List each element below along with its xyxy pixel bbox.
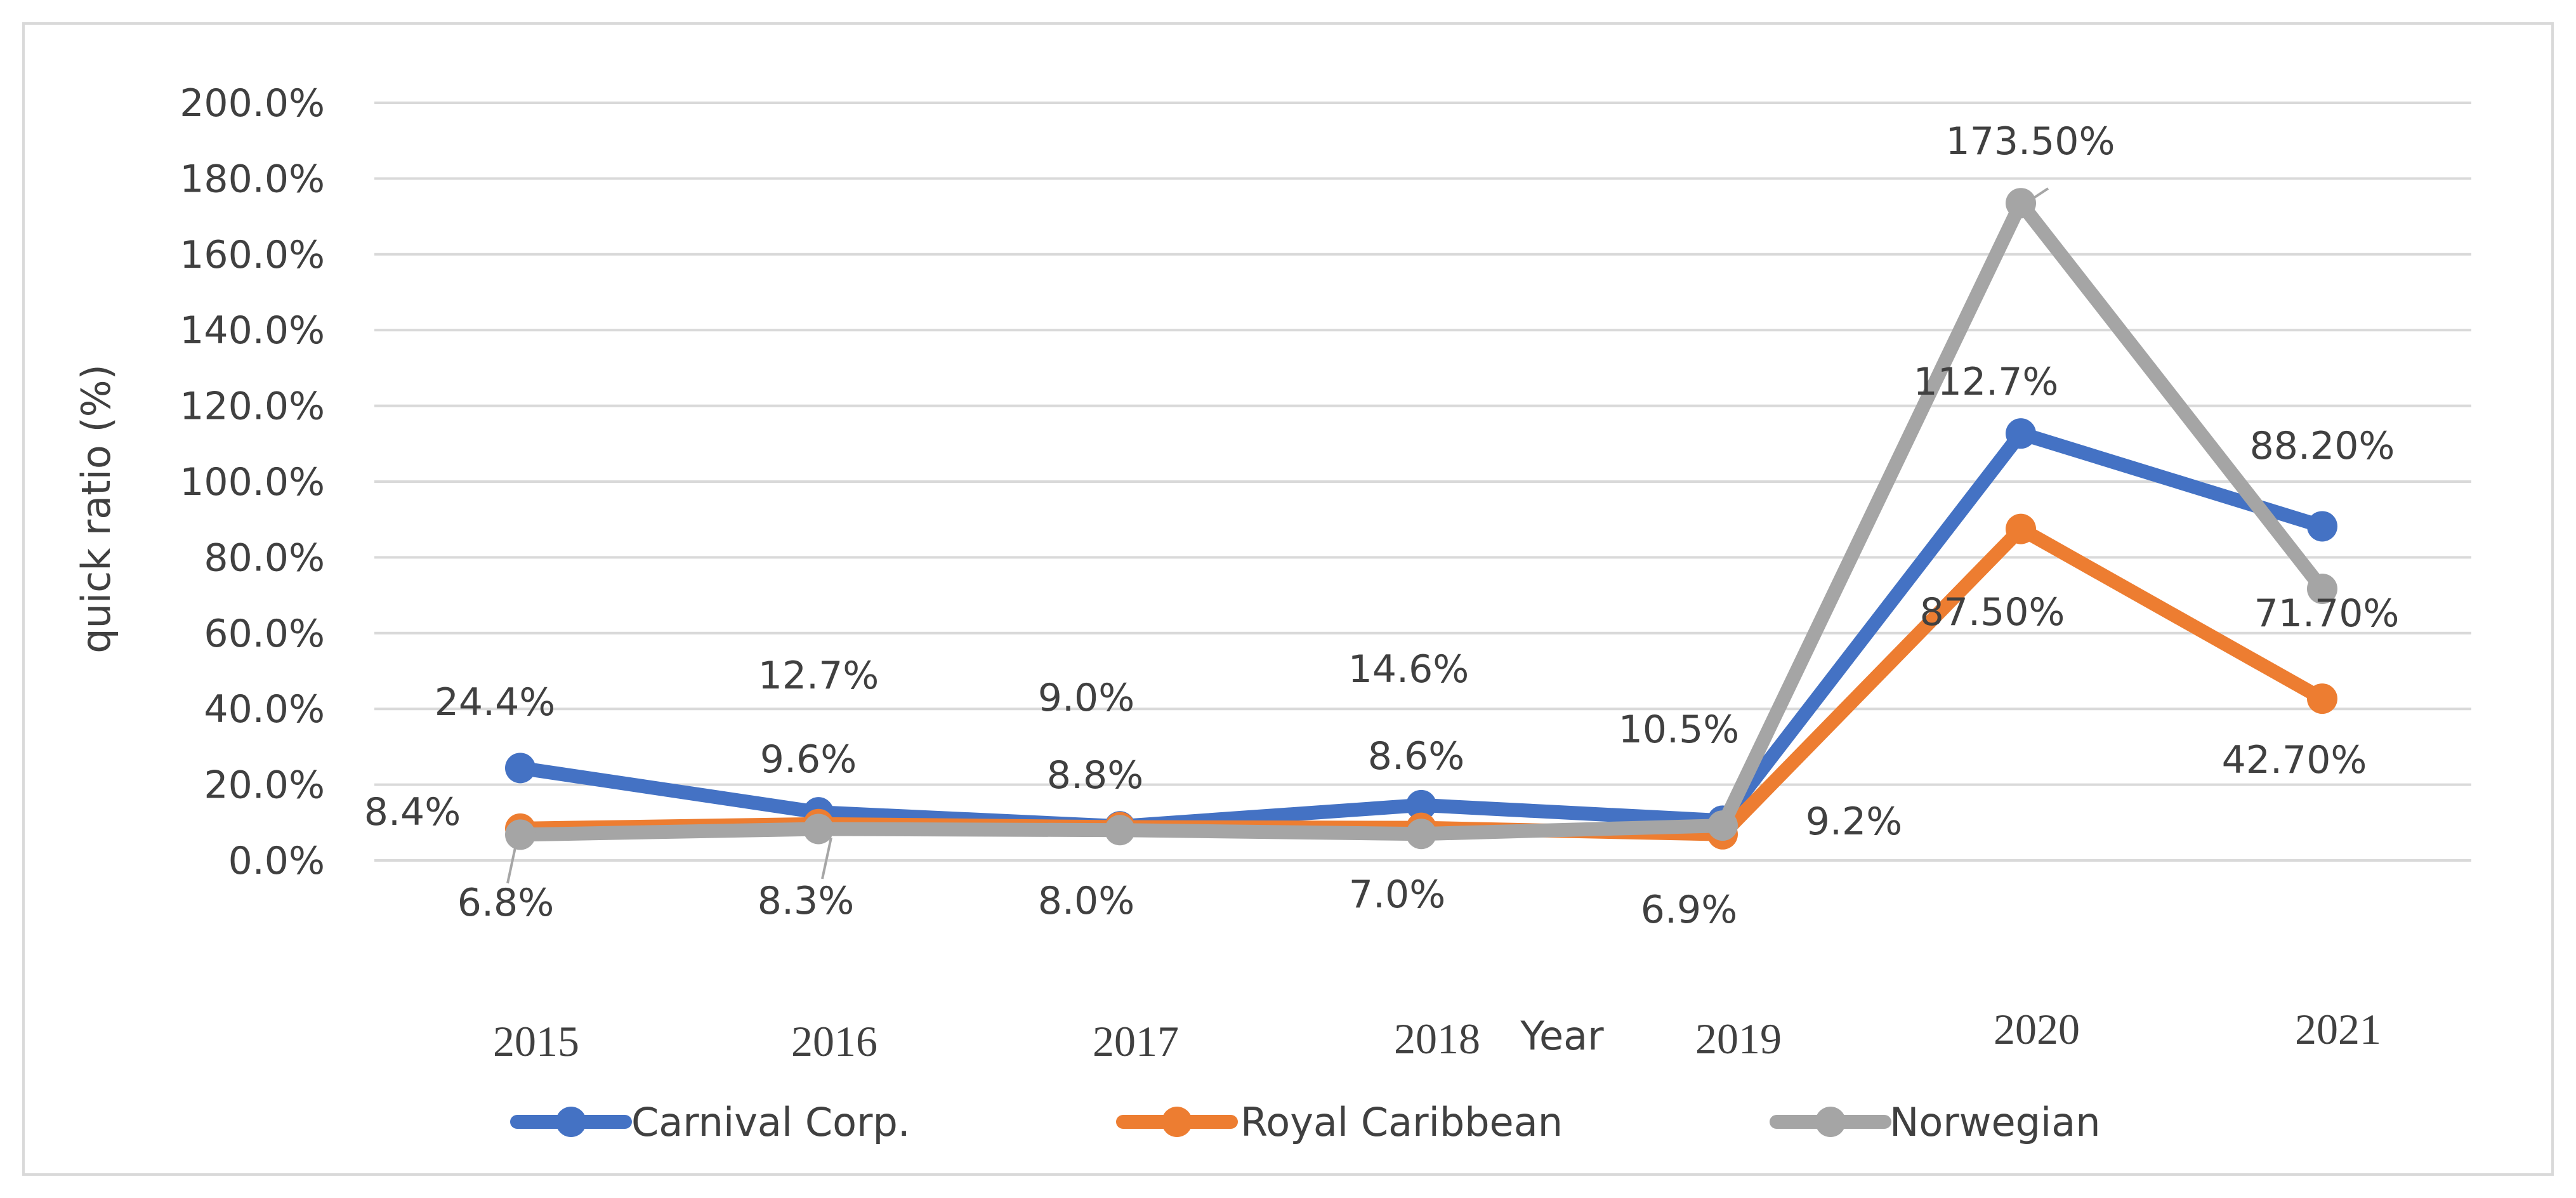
y-tick-label: 140.0% [180,308,325,353]
legend-swatch-marker [556,1107,586,1137]
data-label: 112.7% [1914,360,2059,404]
data-label: 8.4% [364,790,461,834]
data-labels: 24.4% 12.7% 9.0% 14.6% 10.5% 112.7% 88.20% 8.4%… [364,119,2400,932]
x-tick-label: 2017 [1093,1017,1179,1065]
chart-border [22,22,2554,1176]
data-label: 8.6% [1368,734,1464,779]
x-tick-label: 2016 [791,1017,877,1065]
data-label: 9.6% [760,737,857,782]
y-tick-label: 60.0% [204,612,325,656]
data-point [2006,513,2036,544]
data-label: 6.9% [1641,888,1737,932]
data-label: 173.50% [1946,119,2115,164]
gridlines [374,102,2471,862]
data-label: 14.6% [1348,647,1469,692]
data-point [505,753,536,784]
y-tick-label: 200.0% [180,81,325,126]
y-tick-label: 120.0% [180,385,325,429]
y-tick-label: 80.0% [204,536,325,580]
data-point [505,819,536,850]
x-axis-ticks: 2015 2016 2017 2018 2019 2020 2021 [493,1005,2381,1065]
leader-line [821,837,832,879]
x-tick-label: 2021 [2295,1005,2381,1053]
legend-item-norwegian: Norwegian [1770,1099,2101,1145]
data-point [2307,683,2337,714]
data-point [2307,573,2337,604]
y-tick-label: 180.0% [180,157,325,201]
y-tick-label: 20.0% [204,763,325,808]
data-point [2307,511,2337,542]
y-tick-label: 160.0% [180,233,325,277]
data-label: 6.8% [457,881,554,925]
series [505,188,2337,850]
data-label: 24.4% [435,680,556,725]
x-tick-label: 2018 [1394,1015,1480,1063]
data-point [2006,418,2036,449]
legend-item-royal-caribbean: Royal Caribbean [1116,1099,1563,1145]
data-label: 87.50% [1920,590,2065,635]
x-tick-label: 2020 [1994,1005,2080,1053]
legend-label: Norwegian [1889,1099,2101,1145]
data-point [803,813,834,845]
data-point [1105,815,1135,846]
x-axis-label: Year [1520,1013,1604,1059]
y-axis-label: quick ratio (%) [73,364,119,654]
legend-label: Carnival Corp. [631,1099,910,1145]
x-tick-label: 2015 [493,1017,579,1065]
legend-swatch-marker [1815,1107,1846,1137]
data-label: 8.3% [758,879,854,923]
data-label: 71.70% [2254,591,2400,636]
data-label: 10.5% [1619,708,1740,752]
y-tick-label: 100.0% [180,460,325,504]
data-label: 42.70% [2222,738,2367,782]
data-point [1406,789,1436,820]
data-point [2006,188,2036,219]
data-label: 88.20% [2250,424,2395,468]
legend: Carnival Corp. Royal Caribbean Norwegian [510,1099,2101,1145]
y-tick-label: 0.0% [228,839,325,883]
data-label: 8.8% [1047,753,1143,798]
data-label: 12.7% [758,654,879,698]
legend-swatch-marker [1162,1107,1192,1137]
data-point [1406,819,1436,850]
data-label: 8.0% [1038,879,1134,923]
data-label: 7.0% [1349,872,1445,917]
data-point [1707,810,1738,841]
data-label: 9.0% [1038,676,1134,720]
x-tick-label: 2019 [1695,1015,1782,1063]
legend-item-carnival-corp: Carnival Corp. [510,1099,910,1145]
y-axis-ticks: 0.0% 20.0% 40.0% 60.0% 80.0% 100.0% 120.0% 140.… [180,81,325,883]
data-label: 9.2% [1806,800,1902,844]
legend-label: Royal Caribbean [1240,1099,1563,1145]
y-tick-label: 40.0% [204,687,325,732]
